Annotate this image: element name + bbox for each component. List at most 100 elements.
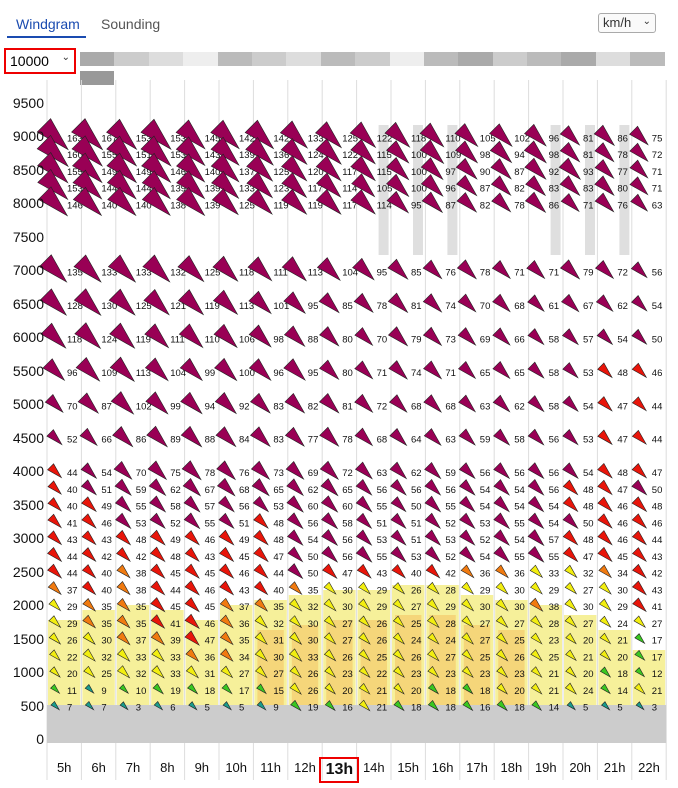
wind-speed-label: 35 [101, 619, 112, 630]
hour-label-7h[interactable]: 7h [125, 760, 141, 775]
wind-arrow [631, 496, 648, 513]
wind-speed-label: 55 [549, 552, 560, 563]
wind-speed-label: 98 [273, 334, 284, 345]
wind-arrow [211, 188, 239, 216]
wind-speed-label: 17 [652, 636, 663, 647]
wind-arrow [421, 191, 444, 214]
wind-arrow [318, 393, 340, 414]
wind-speed-label: 55 [514, 518, 525, 529]
wind-speed-label: 30 [101, 636, 112, 647]
hour-label-16h[interactable]: 16h [431, 760, 454, 775]
wind-speed-label: 22 [377, 669, 388, 680]
hour-label-21h[interactable]: 21h [603, 760, 626, 775]
wind-speed-label: 37 [136, 636, 147, 647]
wind-arrow [324, 683, 337, 695]
wind-arrow [177, 289, 205, 316]
wind-arrow [390, 546, 407, 563]
wind-speed-label: 45 [205, 602, 216, 613]
wind-speed-label: 5 [617, 703, 622, 714]
wind-speed-label: 151 [136, 150, 152, 161]
wind-speed-label: 98 [480, 150, 491, 161]
wind-arrow [246, 188, 273, 215]
wind-arrow [629, 142, 649, 163]
wind-arrow [565, 632, 577, 645]
wind-speed-label: 36 [480, 569, 491, 580]
wind-speed-label: 59 [136, 485, 147, 496]
hour-label-18h[interactable]: 18h [500, 760, 523, 775]
hour-label-13h[interactable]: 13h [319, 757, 360, 783]
wind-speed-label: 118 [411, 133, 426, 144]
wind-arrow [631, 328, 648, 345]
wind-arrow [187, 683, 199, 695]
hour-label-5h[interactable]: 5h [56, 760, 72, 775]
wind-speed-label: 90 [480, 167, 491, 178]
hour-label-9h[interactable]: 9h [194, 760, 210, 775]
wind-arrow [458, 462, 476, 480]
wind-speed-label: 20 [67, 669, 78, 680]
hour-label-14h[interactable]: 14h [362, 760, 385, 775]
tab-sounding[interactable]: Sounding [101, 16, 161, 32]
wind-arrow [493, 512, 511, 530]
thermal-core [257, 630, 284, 705]
hour-label-17h[interactable]: 17h [466, 760, 488, 775]
wind-arrow [597, 429, 613, 446]
unit-select[interactable]: km/h ⌄ [598, 13, 656, 33]
wind-arrow [356, 512, 373, 530]
wind-speed-label: 21 [583, 652, 594, 663]
wind-speed-label: 74 [445, 301, 456, 312]
wind-speed-label: 69 [308, 468, 319, 479]
wind-arrow [188, 701, 198, 711]
wind-speed-label: 71 [514, 267, 525, 278]
wind-arrow [456, 174, 478, 197]
wind-speed-label: 46 [101, 518, 112, 529]
wind-arrow [493, 462, 511, 480]
hour-label-20h[interactable]: 20h [569, 760, 592, 775]
hour-label-8h[interactable]: 8h [160, 760, 175, 775]
wind-speed-label: 30 [273, 652, 284, 663]
wind-arrow [633, 615, 647, 629]
wind-speed-label: 71 [377, 368, 388, 379]
wind-speed-label: 51 [239, 518, 250, 529]
wind-arrow [527, 545, 545, 563]
wind-speed-label: 62 [411, 468, 422, 479]
hour-label-11h[interactable]: 11h [260, 760, 281, 775]
wind-speed-label: 149 [101, 167, 117, 178]
wind-arrow [566, 701, 576, 711]
wind-speed-label: 56 [445, 485, 456, 496]
wind-arrow [283, 358, 306, 381]
hour-label-22h[interactable]: 22h [638, 760, 660, 775]
wind-speed-label: 28 [549, 619, 560, 630]
wind-speed-label: 29 [549, 585, 560, 596]
wind-arrow [83, 665, 96, 679]
wind-arrow [631, 513, 648, 529]
wind-speed-label: 3 [136, 703, 141, 714]
wind-speed-label: 47 [342, 569, 353, 580]
wind-speed-label: 20 [342, 686, 353, 697]
cloud-column [619, 125, 630, 255]
wind-speed-label: 45 [617, 552, 628, 563]
wind-arrow [284, 426, 305, 447]
wind-arrow [489, 123, 513, 148]
hour-label-12h[interactable]: 12h [294, 760, 316, 775]
wind-arrow [527, 462, 545, 480]
y-tick-label: 8500 [12, 161, 44, 178]
wind-speed-label: 40 [273, 585, 284, 596]
altitude-select[interactable]: 10000 ⌄ [4, 48, 76, 74]
wind-speed-label: 153 [67, 184, 83, 195]
hour-label-10h[interactable]: 10h [225, 760, 248, 775]
wind-speed-label: 41 [652, 602, 663, 613]
tab-windgram[interactable]: Windgram [16, 16, 80, 32]
wind-speed-label: 83 [273, 435, 284, 446]
wind-arrow [559, 259, 581, 280]
wind-speed-label: 7 [67, 703, 72, 714]
wind-arrow [527, 529, 545, 547]
wind-speed-label: 83 [273, 401, 284, 412]
wind-arrow [112, 426, 134, 448]
hour-label-6h[interactable]: 6h [91, 760, 106, 775]
wind-arrow [247, 256, 273, 282]
wind-arrow [491, 192, 512, 213]
wind-arrow [218, 563, 235, 579]
wind-arrow [351, 173, 376, 198]
hour-label-19h[interactable]: 19h [534, 760, 557, 775]
hour-label-15h[interactable]: 15h [397, 760, 420, 775]
